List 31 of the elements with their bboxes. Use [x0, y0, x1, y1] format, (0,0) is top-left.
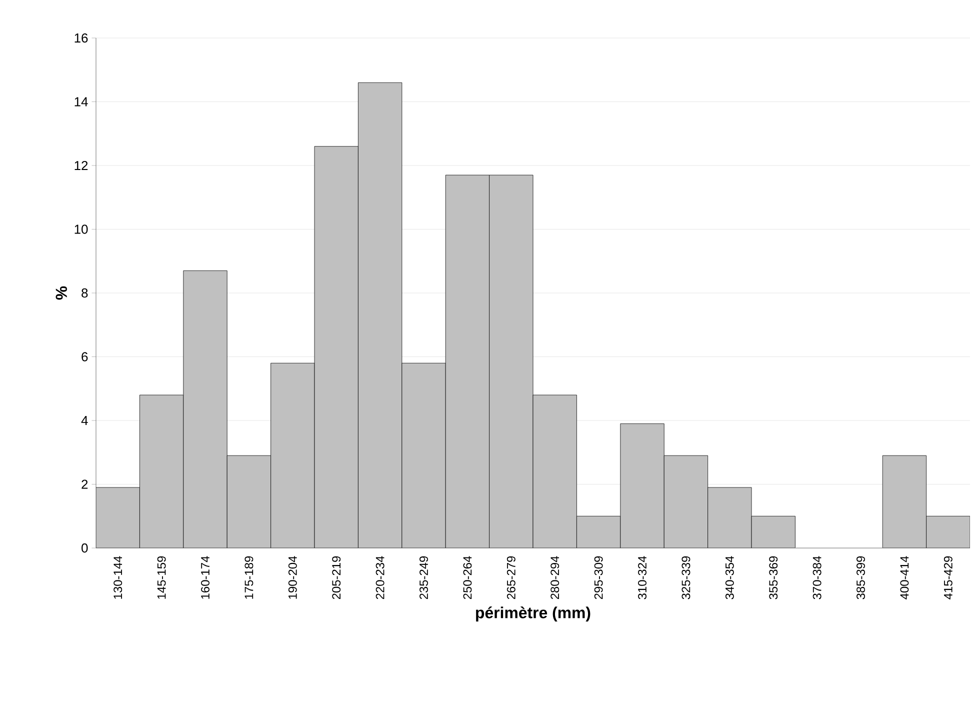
x-tick-label: 130-144 — [114, 556, 122, 599]
x-tick-label: 400-414 — [900, 556, 909, 600]
x-tick-label: 355-369 — [769, 556, 778, 600]
y-tick-label: 2 — [82, 480, 88, 489]
x-tick-label: 310-324 — [638, 556, 646, 600]
x-tick-label: 280-294 — [550, 556, 560, 600]
y-tick-label: 16 — [74, 33, 88, 43]
x-tick-label: 265-279 — [506, 556, 516, 600]
x-tick-label: 190-204 — [288, 556, 297, 599]
y-tick-label: 6 — [82, 352, 88, 362]
x-tick-label: 205-219 — [332, 556, 341, 600]
x-tick-label: 415-429 — [944, 556, 952, 600]
y-tick-label: 12 — [74, 160, 88, 170]
x-tick-label: 325-339 — [682, 556, 690, 600]
y-axis-title: % — [56, 286, 67, 300]
x-tick-label: 340-354 — [725, 556, 734, 600]
y-tick-label: 8 — [82, 288, 88, 298]
x-tick-label: 295-309 — [594, 556, 603, 600]
x-tick-label: 385-399 — [856, 556, 865, 600]
x-tick-label: 250-264 — [463, 556, 472, 600]
y-tick-label: 10 — [74, 224, 88, 234]
x-tick-label: 220-234 — [376, 556, 384, 600]
y-tick-label: 4 — [81, 416, 88, 425]
x-tick-label: 235-249 — [420, 556, 428, 600]
y-tick-label: 0 — [82, 543, 88, 553]
x-tick-label: 370-384 — [812, 556, 822, 600]
x-tick-label: 145-159 — [157, 556, 166, 599]
x-axis-title: périmètre (mm) — [476, 606, 590, 622]
y-tick-label: 14 — [74, 97, 88, 106]
x-tick-label: 160-174 — [201, 556, 210, 599]
x-tick-label: 175-189 — [244, 556, 254, 599]
